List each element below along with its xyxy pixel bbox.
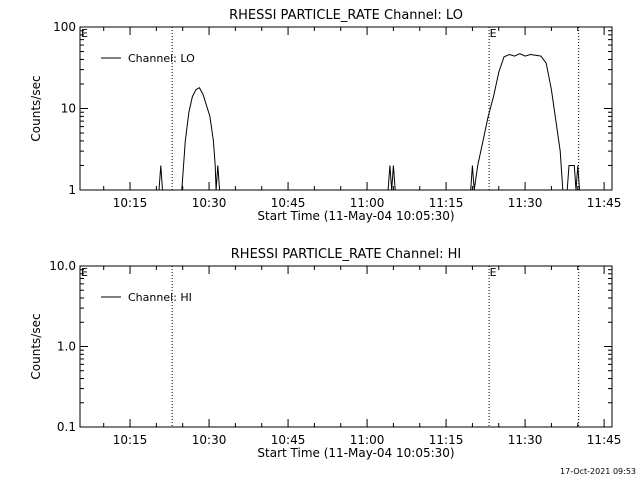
x-tick-label: 10:15 <box>113 433 148 447</box>
x-tick-label: 10:30 <box>192 196 227 210</box>
y-tick-label: 100 <box>53 20 76 34</box>
x-tick-label: 10:45 <box>271 196 306 210</box>
left-edge-marker-label: E <box>81 266 88 279</box>
generation-timestamp: 17-Oct-2021 09:53 <box>560 467 636 476</box>
x-tick-label: 11:00 <box>350 196 385 210</box>
y-axis-label: Counts/sec <box>29 75 43 141</box>
panel-lo-channel: RHESSI PARTICLE_RATE Channel: LO 1 10 100 Co… <box>29 8 621 223</box>
left-edge-marker-label: E <box>81 27 88 40</box>
x-tick-label: 10:30 <box>192 433 227 447</box>
x-tick-label: 11:45 <box>587 433 622 447</box>
x-tick-label: 11:15 <box>429 196 464 210</box>
x-tick-label: 11:30 <box>508 433 543 447</box>
time-marker-label: E <box>490 266 497 279</box>
y-axis-label: Counts/sec <box>29 313 43 379</box>
x-tick-label: 11:15 <box>429 433 464 447</box>
chart-title: RHESSI PARTICLE_RATE Channel: HI <box>231 247 461 262</box>
x-tick-label: 11:30 <box>508 196 543 210</box>
x-axis-label: Start Time (11-May-04 10:05:30) <box>257 446 454 460</box>
series-line-channel-lo <box>80 53 612 191</box>
y-tick-label: 10.0 <box>49 259 76 273</box>
x-axis-label: Start Time (11-May-04 10:05:30) <box>257 209 454 223</box>
x-tick-label: 11:45 <box>587 196 622 210</box>
x-tick-label: 10:45 <box>271 433 306 447</box>
chart-title: RHESSI PARTICLE_RATE Channel: LO <box>229 8 463 23</box>
panel-hi-channel: RHESSI PARTICLE_RATE Channel: HI 0.1 1.0 10… <box>29 247 621 460</box>
y-tick-label: 1.0 <box>57 340 76 354</box>
x-tick-label: 11:00 <box>350 433 385 447</box>
y-tick-label: 1 <box>68 183 76 197</box>
y-tick-label: 0.1 <box>57 420 76 434</box>
x-tick-label: 10:15 <box>113 196 148 210</box>
legend-label: Channel: HI <box>128 291 192 304</box>
legend-label: Channel: LO <box>128 52 195 65</box>
y-tick-label: 10 <box>61 102 76 116</box>
time-marker-label: E <box>490 27 497 40</box>
